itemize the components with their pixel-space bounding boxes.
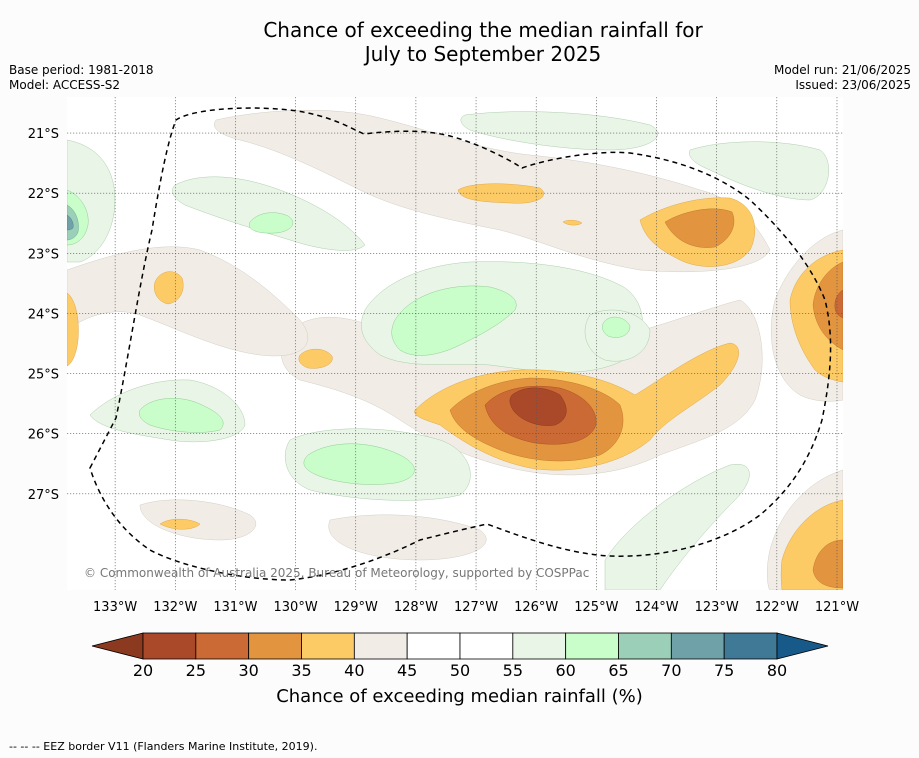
x-tick-label: 122°W	[755, 600, 799, 615]
band-55-north	[460, 111, 658, 151]
colorbar-segment	[142, 632, 197, 660]
title-line-1: Chance of exceeding the median rainfall …	[263, 18, 703, 42]
x-axis-ticks: 133°W 132°W 131°W 130°W 129°W 128°W 127°W 126°W…	[93, 600, 859, 615]
colorbar-tick-label: 80	[767, 661, 787, 680]
x-tick-label: 130°W	[274, 600, 318, 615]
colorbar-segment	[406, 632, 461, 660]
colorbar-tick-label: 65	[608, 661, 628, 680]
band-60-westcentral	[139, 398, 224, 433]
band-25-central	[509, 387, 567, 426]
band-35-northeast	[664, 208, 735, 248]
colorbar-segment	[565, 632, 619, 660]
x-tick-label: 129°W	[334, 600, 378, 615]
meta-left: Base period: 1981-2018 Model: ACCESS-S2	[9, 63, 154, 93]
x-tick-label: 132°W	[153, 600, 197, 615]
colorbar-over-arrow	[776, 632, 829, 660]
band-70-west	[67, 214, 74, 231]
band-55-northeast	[689, 141, 829, 201]
band-60-northsmall	[249, 212, 293, 234]
eez-footnote: -- -- -- EEZ border V11 (Flanders Marine…	[9, 740, 317, 753]
band-40-small1	[298, 348, 333, 369]
colorbar-tick-label: 45	[397, 661, 417, 680]
band-45-south	[139, 499, 256, 541]
band-60-south	[303, 443, 415, 485]
x-tick-label: 125°W	[574, 600, 618, 615]
band-35-southeast	[812, 539, 843, 589]
colorbar: 20 25 30 35 40 45 50 55 60 65 70 75 80	[91, 632, 829, 680]
x-tick-label: 127°W	[454, 600, 498, 615]
colorbar-segment	[301, 632, 355, 660]
colorbar-segment	[723, 632, 778, 660]
x-tick-label: 131°W	[213, 600, 257, 615]
meta-right: Model run: 21/06/2025 Issued: 23/06/2025	[774, 63, 911, 93]
colorbar-segment	[670, 632, 725, 660]
x-tick-label: 133°W	[93, 600, 137, 615]
y-tick-label: 25°S	[28, 368, 59, 383]
copyright-text: © Commonwealth of Australia 2025, Bureau…	[84, 566, 589, 580]
title-line-2: July to September 2025	[364, 42, 602, 66]
issued-date: Issued: 23/06/2025	[795, 78, 911, 92]
colorbar-tick-label: 50	[450, 661, 470, 680]
y-tick-label: 21°S	[28, 127, 59, 142]
colorbar-tick-label: 75	[714, 661, 734, 680]
y-tick-label: 24°S	[28, 307, 59, 322]
x-tick-label: 124°W	[634, 600, 678, 615]
colorbar-segment	[512, 632, 567, 660]
band-60-center	[391, 285, 517, 356]
y-tick-label: 27°S	[28, 488, 59, 503]
contour-fills	[67, 110, 843, 590]
colorbar-tick-label: 70	[661, 661, 681, 680]
y-tick-label: 22°S	[28, 187, 59, 202]
colorbar-segment	[195, 632, 250, 660]
colorbar-segment	[353, 632, 408, 660]
chart-title: Chance of exceeding the median rainfall …	[0, 18, 919, 66]
y-axis-ticks: 21°S 22°S 23°S 24°S 25°S 26°S 27°S	[28, 127, 59, 503]
band-60-eastsmall	[602, 316, 631, 338]
band-40-west	[154, 271, 184, 305]
band-40-westedge	[67, 292, 79, 367]
band-45-west	[67, 246, 308, 357]
y-tick-label: 23°S	[28, 247, 59, 262]
x-tick-label: 126°W	[514, 600, 558, 615]
colorbar-under-arrow	[91, 632, 144, 660]
band-45-southmid	[328, 514, 487, 561]
base-period: Base period: 1981-2018	[9, 63, 154, 77]
band-40-small2	[159, 518, 201, 530]
y-tick-label: 26°S	[28, 428, 59, 443]
colorbar-tick-label: 60	[555, 661, 575, 680]
x-tick-label: 121°W	[815, 600, 859, 615]
colorbar-tick-label: 55	[503, 661, 523, 680]
colorbar-tick-label: 25	[186, 661, 206, 680]
model-name: Model: ACCESS-S2	[9, 78, 121, 92]
colorbar-tick-label: 30	[238, 661, 258, 680]
colorbar-tick-label: 35	[291, 661, 311, 680]
x-tick-label: 123°W	[695, 600, 739, 615]
x-tick-label: 128°W	[394, 600, 438, 615]
gridlines	[67, 97, 843, 590]
band-40-small3	[562, 220, 583, 226]
band-40-north	[457, 183, 544, 204]
colorbar-segment	[248, 632, 302, 660]
colorbar-segment	[618, 632, 672, 660]
colorbar-tick-label: 20	[133, 661, 153, 680]
band-35-east	[812, 261, 843, 351]
colorbar-segment	[459, 632, 514, 660]
model-run: Model run: 21/06/2025	[773, 63, 911, 77]
colorbar-label: Chance of exceeding median rainfall (%)	[276, 686, 643, 707]
colorbar-tick-label: 40	[344, 661, 364, 680]
